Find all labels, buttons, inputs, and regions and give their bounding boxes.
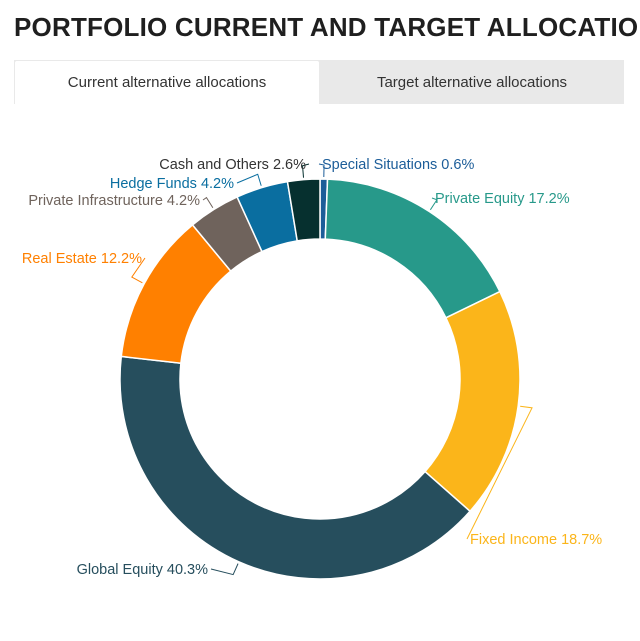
slice-fixed-income[interactable] — [423, 290, 521, 513]
slice-label: Special Situations 0.6% — [322, 157, 474, 173]
slice-label: Hedge Funds 4.2% — [110, 176, 234, 192]
allocation-tabs: Current alternative allocations Target a… — [14, 60, 624, 104]
chart-area: Special Situations 0.6% Private Equity 17… — [0, 104, 640, 636]
tab-target-allocations[interactable]: Target alternative allocations — [376, 73, 568, 91]
tab-current-allocations[interactable]: Current alternative allocations — [14, 60, 320, 104]
leader-line — [318, 163, 325, 178]
leader-line — [131, 257, 146, 284]
leader-line — [429, 197, 438, 211]
leader-line — [466, 405, 533, 540]
leader-line — [302, 163, 310, 178]
donut-slices — [119, 178, 521, 580]
slice-labels: Special Situations 0.6% Private Equity 17… — [22, 157, 602, 578]
donut-chart: Special Situations 0.6% Private Equity 17… — [22, 157, 602, 580]
slice-label: Private Infrastructure 4.2% — [28, 193, 200, 209]
slice-label: Global Equity 40.3% — [77, 562, 208, 578]
slice-global-equity[interactable] — [119, 355, 472, 580]
slice-label: Private Equity 17.2% — [435, 191, 570, 207]
leader-line — [236, 173, 262, 186]
slice-cash-and-others[interactable] — [286, 178, 321, 242]
slice-label: Cash and Others 2.6% — [159, 157, 306, 173]
leader-line — [210, 563, 239, 576]
slice-label: Real Estate 12.2% — [22, 251, 142, 267]
page-title: PORTFOLIO CURRENT AND TARGET ALLOCATION — [14, 12, 640, 42]
leader-lines — [131, 163, 533, 576]
slice-label: Fixed Income 18.7% — [470, 532, 602, 548]
leader-line — [202, 196, 214, 209]
